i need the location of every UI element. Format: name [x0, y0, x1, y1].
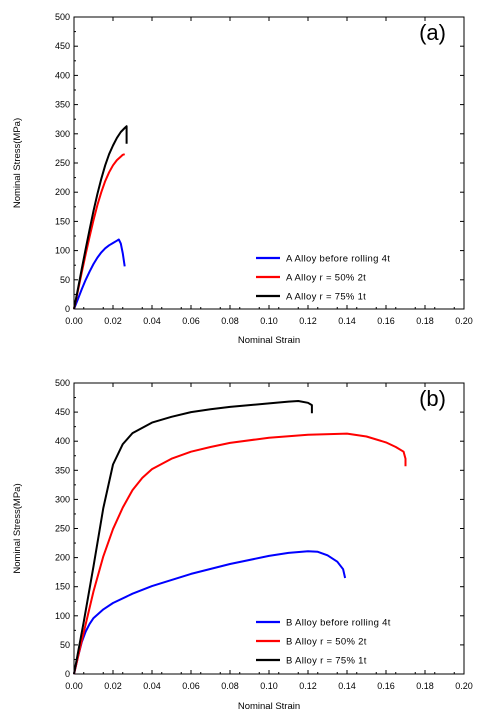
legend-label-0: B Alloy before rolling 4t — [286, 618, 391, 629]
series-line-0 — [73, 238, 126, 310]
x-tick-label: 0.20 — [455, 316, 473, 326]
y-tick-label: 0 — [65, 669, 70, 679]
legend-label-2: A Alloy r = 75% 1t — [286, 292, 366, 303]
x-tick-label: 0.04 — [143, 316, 161, 326]
plot-frame-1 — [73, 382, 465, 675]
y-tick-label: 300 — [55, 494, 70, 504]
series-line-1 — [73, 153, 126, 310]
x-tick-label: 0.12 — [299, 681, 317, 691]
y-tick-label: 150 — [55, 216, 70, 226]
x-tick-label: 0.12 — [299, 316, 317, 326]
x-tick-label: 0.18 — [416, 681, 434, 691]
x-tick-label: 0.02 — [104, 681, 122, 691]
x-tick-label: 0.10 — [260, 681, 278, 691]
x-tick-label: 0.00 — [65, 316, 83, 326]
series-line-2 — [73, 400, 313, 675]
y-axis-label: Nominal Stress(MPa) — [12, 483, 23, 573]
y-tick-label: 350 — [55, 465, 70, 475]
x-tick-label: 0.16 — [377, 681, 395, 691]
x-tick-label: 0.04 — [143, 681, 161, 691]
legend-label-0: A Alloy before rolling 4t — [286, 254, 390, 265]
x-tick-label: 0.16 — [377, 316, 395, 326]
y-tick-label: 450 — [55, 41, 70, 51]
y-tick-label: 100 — [55, 246, 70, 256]
y-tick-label: 250 — [55, 158, 70, 168]
y-tick-label: 400 — [55, 436, 70, 446]
x-tick-label: 0.20 — [455, 681, 473, 691]
x-tick-label: 0.00 — [65, 681, 83, 691]
series-line-0 — [73, 550, 347, 675]
panel-label: (a) — [419, 20, 446, 45]
y-axis-label: Nominal Stress(MPa) — [12, 118, 23, 208]
x-axis-label: Nominal Strain — [238, 335, 300, 346]
series-line-1 — [73, 432, 407, 675]
x-tick-label: 0.14 — [338, 316, 356, 326]
legend-label-1: A Alloy r = 50% 2t — [286, 273, 366, 284]
y-tick-label: 300 — [55, 129, 70, 139]
y-tick-label: 50 — [60, 640, 70, 650]
x-tick-label: 0.18 — [416, 316, 434, 326]
y-tick-label: 0 — [65, 304, 70, 314]
x-tick-label: 0.14 — [338, 681, 356, 691]
y-tick-label: 250 — [55, 524, 70, 534]
x-axis-label: Nominal Strain — [238, 701, 300, 712]
x-tick-label: 0.08 — [221, 681, 239, 691]
x-tick-label: 0.06 — [182, 316, 200, 326]
x-tick-label: 0.06 — [182, 681, 200, 691]
x-tick-label: 0.08 — [221, 316, 239, 326]
panel-label: (b) — [419, 386, 446, 411]
y-tick-label: 150 — [55, 582, 70, 592]
y-tick-label: 50 — [60, 275, 70, 285]
y-tick-label: 200 — [55, 187, 70, 197]
plot-frame-0 — [73, 16, 465, 310]
legend-label-2: B Alloy r = 75% 1t — [286, 656, 367, 667]
y-tick-label: 450 — [55, 407, 70, 417]
y-tick-label: 400 — [55, 70, 70, 80]
series-line-2 — [73, 125, 128, 310]
y-tick-label: 350 — [55, 100, 70, 110]
legend-label-1: B Alloy r = 50% 2t — [286, 637, 367, 648]
y-tick-label: 500 — [55, 378, 70, 388]
y-tick-label: 200 — [55, 553, 70, 563]
y-tick-label: 100 — [55, 611, 70, 621]
y-tick-label: 500 — [55, 12, 70, 22]
x-tick-label: 0.10 — [260, 316, 278, 326]
x-tick-label: 0.02 — [104, 316, 122, 326]
